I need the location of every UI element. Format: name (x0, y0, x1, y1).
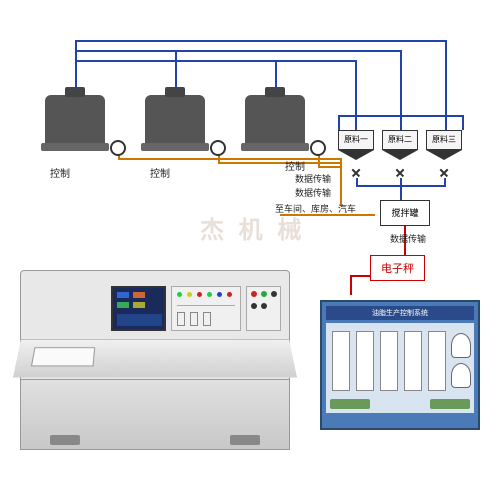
indicator-light (207, 292, 212, 297)
console-screen[interactable] (111, 286, 166, 331)
data-label-2: 数据传输 (295, 186, 331, 199)
pipe (356, 178, 358, 186)
hopper-3: 原料三 (426, 130, 462, 160)
control-console (20, 270, 290, 450)
valve-2 (395, 168, 405, 178)
pipe (445, 40, 447, 130)
valve-1 (351, 168, 361, 178)
indicator-light (197, 292, 202, 297)
watermark: 杰 机 械 (200, 210, 305, 245)
console-indicator-panel (171, 286, 241, 331)
pump-2 (210, 140, 226, 156)
pipe (444, 178, 446, 186)
console-base (20, 380, 290, 450)
mixer: 搅拌罐 (380, 200, 430, 226)
data-label-3: 至车间、库房、汽车 (275, 202, 356, 215)
indicator-light (177, 292, 182, 297)
scada-monitor[interactable]: 油脂生产控制系统 (320, 300, 480, 430)
process-diagram: 杰 机 械 控制 控制 控制 原料一 原料二 原料三 搅拌罐 电子秤 数据传输 … (0, 0, 500, 500)
data-line (218, 162, 340, 164)
tank-2 (145, 95, 205, 145)
tank-3-label: 控制 (285, 158, 305, 173)
scale-line (350, 275, 352, 295)
hopper-2: 原料二 (382, 130, 418, 160)
valve-3 (439, 168, 449, 178)
data-line (318, 166, 340, 168)
scale-line (350, 275, 370, 277)
indicator-light (187, 292, 192, 297)
pump-1 (110, 140, 126, 156)
pipe (400, 50, 402, 130)
data-label-1: 数据传输 (295, 172, 331, 185)
tank-3 (245, 95, 305, 145)
pipe (75, 40, 445, 42)
pipe (75, 50, 400, 52)
tank-1 (45, 95, 105, 145)
console-button-panel[interactable] (246, 286, 281, 331)
pipe (338, 115, 340, 130)
indicator-light (217, 292, 222, 297)
pipe (75, 60, 355, 62)
indicator-light (227, 292, 232, 297)
data-line (340, 158, 342, 206)
data-label-4: 数据传输 (390, 232, 426, 245)
tank-2-label: 控制 (150, 165, 170, 180)
monitor-body (326, 323, 474, 413)
tank-1-label: 控制 (50, 165, 70, 180)
pipe (355, 60, 357, 130)
pipe (275, 60, 277, 90)
hopper-3-label: 原料三 (426, 130, 462, 150)
pipe (400, 178, 402, 200)
hopper-1: 原料一 (338, 130, 374, 160)
pipe (75, 40, 77, 90)
pipe (338, 115, 463, 117)
electronic-scale: 电子秤 (370, 255, 425, 281)
data-line (118, 158, 340, 160)
pump-3 (310, 140, 326, 156)
monitor-title: 油脂生产控制系统 (326, 306, 474, 320)
hopper-2-label: 原料二 (382, 130, 418, 150)
hopper-1-label: 原料一 (338, 130, 374, 150)
pipe (462, 115, 464, 130)
pipe (175, 50, 177, 90)
